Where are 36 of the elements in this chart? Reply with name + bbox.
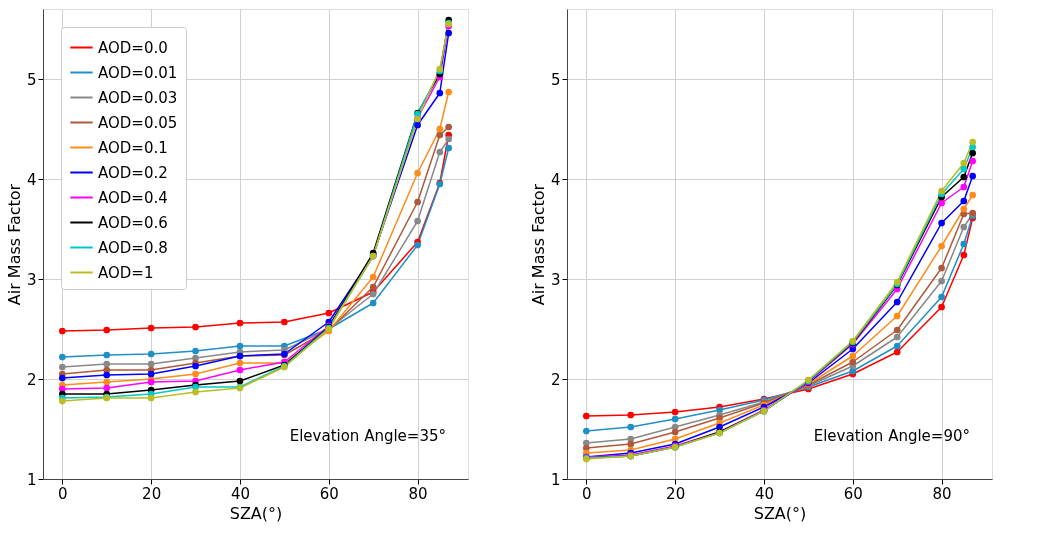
y-tick-label: 4 (550, 170, 561, 189)
legend-label: AOD=1 (98, 263, 154, 282)
y-axis-title: Air Mass Factor (4, 183, 24, 306)
legend-label: AOD=0.05 (98, 113, 178, 132)
x-tick-label: 80 (932, 484, 952, 503)
x-tick-label: 40 (754, 484, 774, 503)
x-tick-label: 20 (142, 484, 162, 503)
x-tick-label: 60 (843, 484, 863, 503)
y-tick-label: 2 (26, 370, 37, 389)
legend-label: AOD=0.0 (98, 38, 168, 57)
x-axis-title: SZA(°) (753, 503, 807, 523)
y-tick-label: 5 (550, 70, 561, 89)
y-tick-label: 2 (550, 370, 561, 389)
y-axis-title: Air Mass Factor (528, 183, 548, 306)
legend-label: AOD=0.01 (98, 63, 178, 82)
x-tick-label: 60 (319, 484, 339, 503)
annotation: Elevation Angle=35° (289, 427, 446, 445)
y-tick-label: 5 (26, 70, 37, 89)
legend-label: AOD=0.6 (98, 213, 168, 232)
legend-label: AOD=0.4 (98, 188, 168, 207)
y-tick-label: 4 (26, 170, 37, 189)
x-tick-label: 20 (666, 484, 686, 503)
x-axis-title: SZA(°) (229, 503, 283, 523)
y-tick-label: 1 (550, 470, 561, 489)
y-tick-label: 3 (26, 270, 37, 289)
legend-label: AOD=0.2 (98, 163, 168, 182)
x-tick-label: 40 (230, 484, 250, 503)
x-tick-label: 0 (582, 484, 592, 503)
y-tick-label: 1 (26, 470, 37, 489)
x-tick-label: 80 (408, 484, 428, 503)
annotation: Elevation Angle=90° (813, 427, 970, 445)
legend-label: AOD=0.1 (98, 138, 168, 157)
legend-label: AOD=0.03 (98, 88, 178, 107)
y-tick-label: 3 (550, 270, 561, 289)
x-tick-label: 0 (58, 484, 68, 503)
legend-label: AOD=0.8 (98, 238, 168, 257)
